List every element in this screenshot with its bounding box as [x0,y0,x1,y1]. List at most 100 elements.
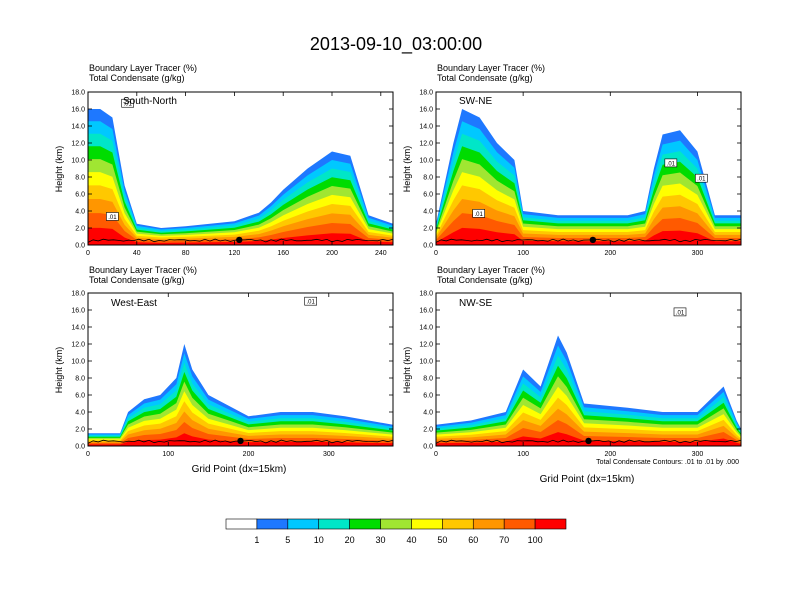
colorbar-tick-label: 10 [314,535,324,545]
x-tick-label: 0 [86,451,90,458]
plot-frame [435,292,742,447]
y-tick-label: 8.0 [75,376,85,383]
x-tick-label: 0 [434,451,438,458]
tracer-band-10 [436,432,741,446]
y-tick-label: 8.0 [423,175,433,182]
colorbar-tick-label: 5 [285,535,290,545]
contour-label: .01 [697,177,706,183]
y-tick-label: 0.0 [75,444,85,451]
contour-note: Total Condensate Contours: .01 to .01 by… [596,459,739,466]
y-axis-label: Height (km) [402,146,412,193]
y-tick-label: 2.0 [75,226,85,233]
y-tick-label: 12.0 [419,141,433,148]
x-tick-label: 100 [517,250,529,257]
x-axis-label: Grid Point (dx=15km) [192,464,287,475]
colorbar-swatch-2 [287,518,320,530]
colorbar-swatch-6 [411,518,443,530]
panel-header-tracer: Boundary Layer Tracer (%) [89,265,197,275]
y-tick-label: 8.0 [75,175,85,182]
y-tick-label: 14.0 [71,325,85,332]
y-tick-label: 12.0 [419,342,433,349]
y-axis-label: Height (km) [402,347,412,394]
y-tick-label: 4.0 [423,209,433,216]
panel-header-tracer: Boundary Layer Tracer (%) [437,63,545,73]
y-tick-label: 6.0 [423,192,433,199]
colorbar-tick-label: 50 [437,535,447,545]
y-tick-label: 8.0 [423,376,433,383]
tracer-band-9 [436,420,741,446]
x-tick-label: 0 [434,250,438,257]
colorbar-swatch-8 [472,518,505,530]
terrain-line [436,238,741,243]
x-tick-label: 120 [229,250,241,257]
y-tick-label: 10.0 [71,359,85,366]
tracer-band-10 [88,227,393,245]
panel-title: NW-SE [459,298,492,309]
contour-label: .01 [123,102,132,108]
contour-label: .01 [667,161,676,167]
x-tick-label: 300 [323,451,335,458]
location-marker [237,437,244,445]
panel-south-north: Boundary Layer Tracer (%) Total Condensa… [54,63,394,257]
figure-title: 2013-09-10_03:00:00 [310,34,482,55]
colorbar-tick-label: 60 [468,535,478,545]
y-tick-label: 4.0 [75,410,85,417]
x-tick-label: 200 [604,250,616,257]
colorbar-swatch-3 [318,518,350,530]
contour-label: .01 [475,212,484,218]
y-tick-label: 18.0 [71,90,85,97]
y-tick-label: 16.0 [71,308,85,315]
y-tick-label: 4.0 [423,410,433,417]
y-tick-label: 2.0 [423,226,433,233]
x-tick-label: 100 [162,451,174,458]
y-tick-label: 4.0 [75,209,85,216]
x-tick-label: 300 [692,451,704,458]
y-tick-label: 0.0 [423,243,433,250]
location-marker [589,236,597,244]
x-tick-label: 200 [326,250,338,257]
y-tick-label: 10.0 [419,359,433,366]
y-tick-label: 12.0 [71,141,85,148]
plot-area: .01 0.0 2.0 4.0 6.0 8.0 10.0 12.0 14.0 16.0 18.0 0 1… [419,291,742,458]
location-marker [236,236,243,244]
colorbar-swatch-10 [534,518,567,530]
y-tick-label: 6.0 [423,393,433,400]
y-tick-label: 16.0 [419,107,433,114]
x-tick-label: 0 [86,250,90,257]
contour-label-box [121,98,134,108]
x-tick-label: 200 [604,451,616,458]
colorbar-tick-label: 40 [406,535,416,545]
colorbar: 1 5 10 20 30 40 50 60 70 100 [225,518,567,545]
y-tick-label: 18.0 [71,291,85,298]
y-tick-label: 10.0 [71,158,85,165]
panel-header-tracer: Boundary Layer Tracer (%) [89,63,197,73]
y-tick-label: 6.0 [75,192,85,199]
colorbar-swatch-4 [349,518,381,530]
colorbar-tick-label: 70 [499,535,509,545]
plot-frame [87,292,394,447]
y-tick-label: 0.0 [423,444,433,451]
location-marker [585,437,592,445]
x-tick-label: 80 [182,250,190,257]
panel-sw-ne: Boundary Layer Tracer (%) Total Condensa… [402,63,742,257]
y-tick-label: 0.0 [75,243,85,250]
colorbar-tick-label: 100 [528,535,543,545]
colorbar-tick-label: 30 [376,535,386,545]
contour-label: .01 [108,215,117,221]
panel-nw-se: Boundary Layer Tracer (%) Total Condensa… [402,265,742,485]
panel-header-condensate: Total Condensate (g/kg) [89,275,185,285]
x-tick-label: 160 [277,250,289,257]
contour-label-box [673,307,687,317]
panel-west-east: Boundary Layer Tracer (%) Total Condensa… [54,265,394,475]
colorbar-tick-label: 20 [345,535,355,545]
plot-frame [435,91,742,246]
plot-frame [87,91,394,246]
y-tick-label: 16.0 [419,308,433,315]
panel-title: SW-NE [459,96,492,107]
x-tick-label: 40 [133,250,141,257]
panel-header-tracer: Boundary Layer Tracer (%) [437,265,545,275]
colorbar-swatch-1 [256,518,289,530]
y-axis-label: Height (km) [54,146,64,193]
panel-header-condensate: Total Condensate (g/kg) [437,73,533,83]
